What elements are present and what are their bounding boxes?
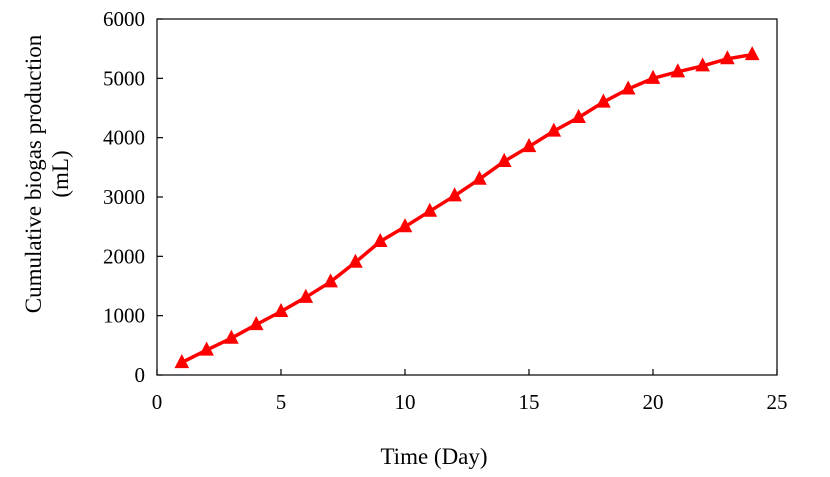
y-axis-title-line-2: (mL)	[48, 150, 73, 197]
series-layer	[174, 46, 760, 369]
x-tick-label: 10	[395, 390, 416, 414]
x-axis-ticks: 0 5 10 15 20 25	[152, 369, 788, 414]
data-point-triangle	[670, 63, 686, 78]
data-point-triangle	[397, 218, 413, 233]
x-tick-label: 20	[643, 390, 664, 414]
data-point-triangle	[372, 232, 388, 248]
plot-area-frame	[156, 18, 778, 376]
data-point-triangle	[521, 138, 537, 153]
y-tick-label: 1000	[103, 304, 145, 328]
data-point-triangle	[348, 253, 363, 268]
data-point-triangle	[298, 288, 314, 303]
data-point-triangle	[472, 170, 487, 185]
data-point-triangle	[571, 108, 586, 124]
y-tick-label: 6000	[103, 7, 145, 31]
x-tick-label: 15	[519, 390, 540, 414]
data-point-triangle	[645, 69, 661, 84]
x-tick-label: 25	[767, 390, 788, 414]
x-tick-label: 5	[276, 390, 287, 414]
data-point-triangle	[596, 93, 611, 108]
data-point-triangle	[422, 202, 438, 217]
data-point-triangle	[199, 341, 214, 356]
data-point-triangle	[323, 273, 338, 288]
data-point-triangle	[620, 80, 636, 95]
data-point-triangle	[720, 50, 735, 65]
y-tick-label: 4000	[103, 126, 145, 150]
data-point-triangle	[546, 122, 562, 137]
series-line	[180, 52, 754, 365]
data-point-triangle	[496, 152, 512, 167]
y-axis-title-line-1: Cumulative biogas production	[21, 34, 46, 313]
y-axis-title: Cumulative biogas production (mL)	[21, 34, 73, 313]
y-tick-label: 3000	[103, 185, 145, 209]
data-point-triangle	[744, 46, 760, 61]
y-tick-label: 0	[135, 363, 146, 387]
x-axis-title: Time (Day)	[380, 444, 487, 469]
data-point-triangle	[273, 302, 289, 318]
data-point-triangle	[248, 316, 264, 331]
y-axis-ticks: 0 1000 2000 3000 4000 5000 6000	[103, 7, 163, 387]
y-tick-label: 5000	[103, 66, 145, 90]
data-point-triangle	[447, 187, 462, 202]
y-tick-label: 2000	[103, 244, 145, 268]
data-point-triangle	[174, 354, 190, 369]
data-point-triangle	[695, 57, 710, 72]
data-point-triangle	[224, 329, 239, 344]
x-tick-label: 0	[152, 390, 163, 414]
